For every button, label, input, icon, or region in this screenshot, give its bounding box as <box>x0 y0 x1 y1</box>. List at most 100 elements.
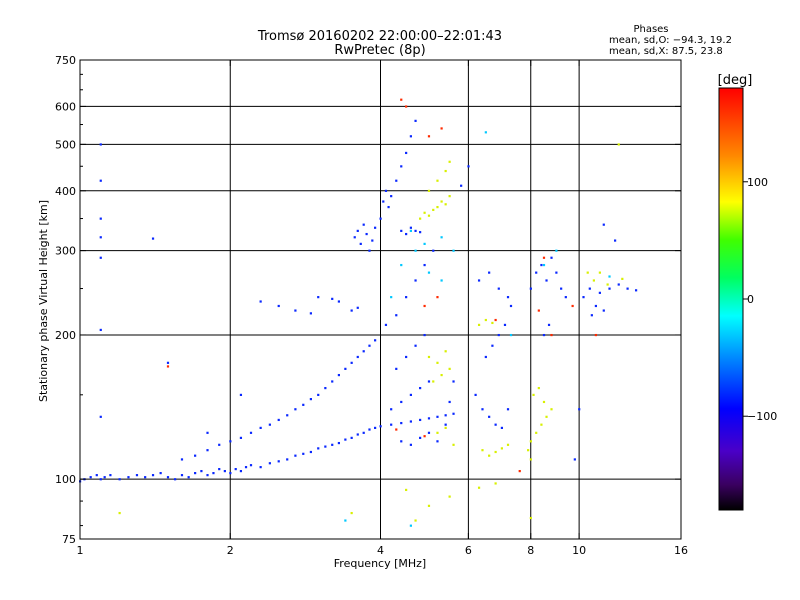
data-point <box>617 143 620 146</box>
data-point <box>414 279 417 282</box>
data-point <box>617 283 620 286</box>
data-point <box>166 365 170 368</box>
data-point <box>432 208 435 212</box>
data-point <box>500 447 504 450</box>
data-point <box>390 408 393 411</box>
y-tick-label: 75 <box>62 533 76 546</box>
data-point <box>598 271 601 274</box>
data-point <box>356 306 359 309</box>
data-point <box>474 393 477 397</box>
data-point <box>302 452 305 455</box>
data-point <box>103 476 106 479</box>
data-point <box>484 318 487 322</box>
data-point <box>89 476 92 479</box>
data-point <box>608 275 611 278</box>
chart-subtitle: RwPretec (8p) <box>334 43 425 58</box>
data-point <box>448 400 451 404</box>
data-point <box>550 333 553 337</box>
data-point <box>542 333 546 337</box>
data-point <box>423 304 426 308</box>
data-point <box>419 231 422 234</box>
data-point <box>518 469 521 473</box>
data-point <box>344 438 347 441</box>
data-point <box>409 226 412 229</box>
data-point <box>621 277 624 280</box>
data-point <box>309 398 312 401</box>
data-point <box>414 344 417 347</box>
data-point <box>423 242 426 245</box>
data-point <box>294 309 297 312</box>
data-point <box>419 418 422 422</box>
colorbar <box>718 87 744 511</box>
data-point <box>634 289 638 292</box>
data-point <box>337 441 341 445</box>
data-point <box>324 386 327 390</box>
colorbar-tick-label: −100 <box>747 410 777 423</box>
data-point <box>362 350 365 353</box>
data-point <box>400 165 403 168</box>
data-point <box>419 386 422 390</box>
data-point <box>436 361 439 364</box>
data-point <box>419 217 422 220</box>
data-point <box>606 283 609 286</box>
x-tick-label: 4 <box>377 544 384 557</box>
data-point <box>414 119 417 122</box>
data-point <box>537 309 540 312</box>
data-point <box>371 239 374 242</box>
data-point <box>423 263 426 267</box>
data-point <box>286 414 289 417</box>
data-point <box>218 443 221 446</box>
x-tick-label: 8 <box>527 544 534 557</box>
data-point <box>268 423 271 426</box>
data-point <box>477 279 481 282</box>
y-tick-label: 750 <box>55 54 76 67</box>
data-point <box>259 466 262 469</box>
data-point <box>99 328 102 332</box>
data-point <box>206 474 209 477</box>
data-point <box>427 214 431 217</box>
data-point <box>294 408 297 411</box>
data-point <box>350 436 353 439</box>
data-point <box>356 433 359 436</box>
data-point <box>529 440 532 443</box>
data-point <box>444 426 447 430</box>
data-point <box>540 263 543 267</box>
data-point <box>187 476 190 479</box>
colorbar-ticks: 100 0 −100 <box>743 176 777 423</box>
data-point <box>423 211 426 214</box>
data-point <box>545 415 548 418</box>
data-point <box>390 296 393 299</box>
y-tick-label: 200 <box>55 329 76 342</box>
data-point <box>239 436 243 439</box>
data-point <box>249 431 253 434</box>
data-point <box>350 511 353 515</box>
data-point <box>180 458 184 461</box>
x-tick-label: 6 <box>465 544 472 557</box>
data-point <box>440 200 443 203</box>
data-point <box>436 415 439 418</box>
data-point <box>481 449 484 452</box>
data-point <box>359 242 362 245</box>
data-point <box>432 249 435 252</box>
data-point <box>395 367 398 370</box>
grid-layer <box>80 60 681 539</box>
data-point <box>564 296 567 299</box>
data-point <box>436 431 439 434</box>
data-point <box>608 287 611 290</box>
y-tick-label: 400 <box>55 185 76 198</box>
data-point <box>500 426 504 430</box>
data-point <box>350 361 353 364</box>
data-point <box>494 318 497 322</box>
y-tick-label: 500 <box>55 138 76 151</box>
data-point <box>535 431 538 434</box>
data-point <box>571 304 574 308</box>
data-point <box>481 408 484 411</box>
data-point <box>497 333 500 337</box>
colorbar-label: [deg] <box>718 73 753 88</box>
data-point <box>550 408 553 411</box>
data-point <box>427 135 431 138</box>
data-point <box>419 436 422 439</box>
data-point <box>444 350 447 353</box>
data-point <box>527 449 530 452</box>
